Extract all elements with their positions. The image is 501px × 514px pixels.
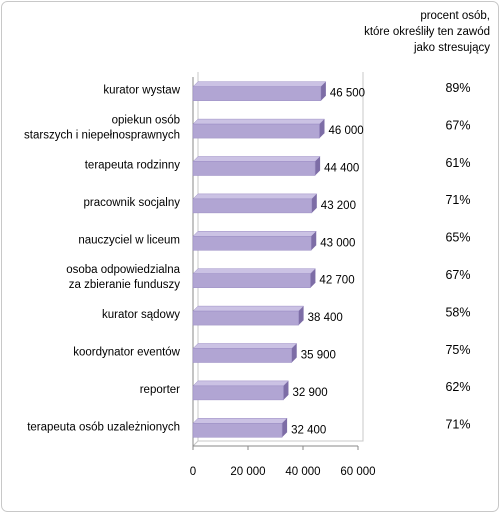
bar-side — [291, 343, 297, 363]
category-label: terapeuta rodzinny — [85, 160, 181, 172]
bar-side — [311, 193, 317, 213]
bar-top — [192, 156, 321, 162]
bar — [192, 123, 320, 139]
bar — [192, 86, 322, 101]
percent-label: 89% — [445, 81, 470, 95]
bar-top — [192, 380, 290, 387]
category-label: pracownik socjalny — [83, 197, 180, 209]
x-tick-label: 60 000 — [340, 466, 375, 478]
value-label: 46 000 — [329, 125, 364, 137]
x-tick-label: 40 000 — [285, 466, 320, 478]
category-label: terapeuta osób uzależnionych — [27, 421, 180, 433]
x-tick-label: 20 000 — [230, 466, 265, 478]
percent-label: 62% — [445, 380, 470, 394]
bar — [192, 385, 284, 401]
category-label: reporter — [140, 384, 180, 396]
percent-label: 71% — [445, 418, 470, 432]
percent-label: 65% — [445, 231, 470, 245]
bar-side — [298, 306, 304, 326]
value-label: 35 900 — [301, 350, 336, 362]
bar-side — [283, 380, 289, 400]
bar-side — [311, 231, 317, 251]
bar-top — [192, 418, 288, 424]
bar — [192, 310, 299, 326]
value-label: 38 400 — [308, 312, 343, 324]
percent-column-title: procent osób, które określiły ten zawód ja… — [364, 10, 490, 54]
bar-top — [192, 343, 298, 349]
value-label: 44 400 — [324, 163, 359, 175]
bar-top — [192, 193, 318, 200]
value-label: 32 900 — [292, 387, 327, 399]
bar-top — [192, 305, 305, 312]
percent-label: 71% — [445, 193, 470, 207]
bar-side — [310, 268, 316, 288]
value-label: 32 400 — [291, 424, 326, 436]
bar-side — [315, 156, 321, 176]
bar — [192, 236, 312, 251]
percent-label: 75% — [445, 343, 470, 357]
bar-top — [192, 81, 327, 87]
value-label: 46 500 — [330, 88, 365, 100]
percent-label: 58% — [445, 305, 470, 319]
percent-label: 67% — [445, 118, 470, 132]
category-label: kurator sądowy — [102, 309, 180, 321]
percent-label: 67% — [445, 268, 470, 282]
x-tick-label: 0 — [190, 466, 196, 478]
bar-top — [192, 268, 317, 274]
category-label: kurator wystaw — [103, 85, 180, 97]
category-label: nauczyciel w liceum — [78, 234, 180, 246]
bar — [192, 198, 313, 214]
category-label: opiekun osób starszych i niepełnosprawnyc… — [24, 115, 180, 142]
bar — [192, 161, 316, 176]
value-label: 42 700 — [319, 275, 354, 287]
bar — [192, 273, 311, 288]
bar-side — [320, 81, 326, 101]
value-label: 43 200 — [321, 200, 356, 212]
bar-top — [192, 231, 317, 237]
category-label: koordynator eventów — [73, 347, 180, 359]
bar-side — [319, 119, 325, 139]
bar-side — [282, 418, 288, 438]
percent-label: 61% — [445, 156, 470, 170]
category-label: osoba odpowiedzialna za zbieranie fundusz… — [66, 264, 180, 291]
value-label: 43 000 — [320, 237, 355, 249]
bar — [192, 348, 292, 363]
bar-top — [192, 118, 326, 125]
bar — [192, 423, 283, 438]
